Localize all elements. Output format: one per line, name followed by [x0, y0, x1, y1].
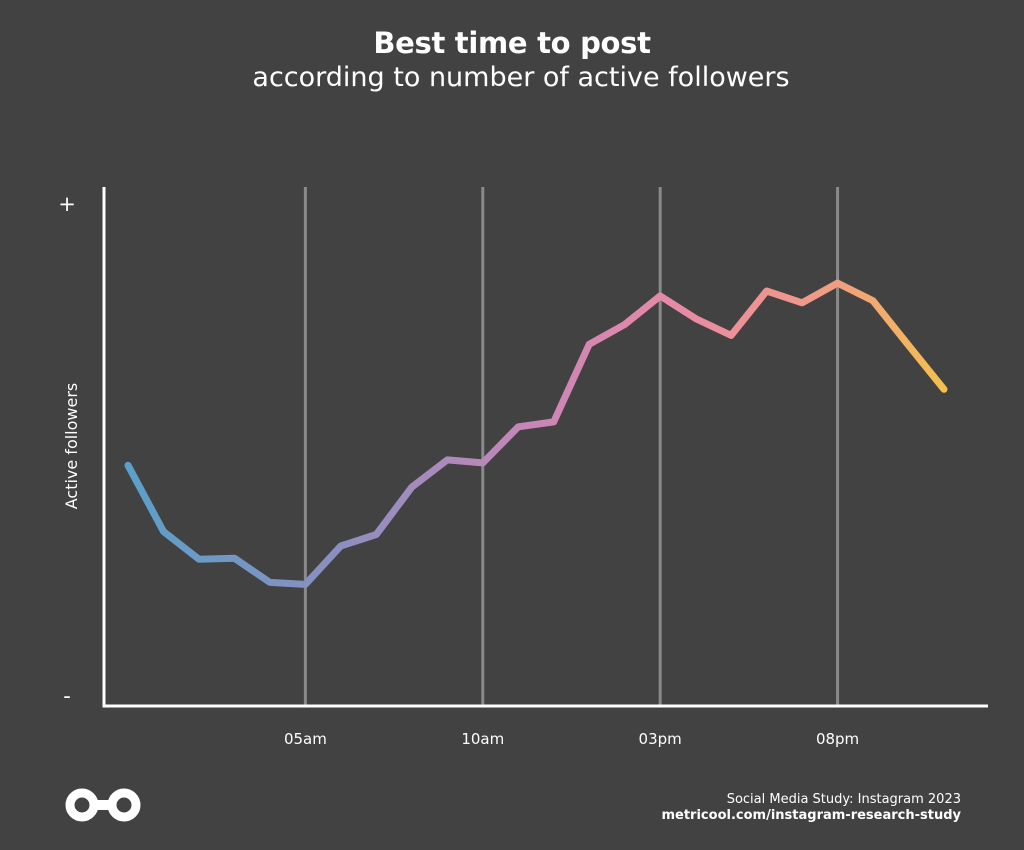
x-tick-label: 05am [284, 730, 327, 748]
x-tick-label: 03pm [639, 730, 682, 748]
x-tick-labels: 05am 10am 03pm 08pm [284, 730, 859, 748]
chart-title: Best time to post [373, 26, 651, 60]
footer-url[interactable]: metricool.com/instagram-research-study [661, 808, 961, 823]
chart-subtitle: according to number of active followers [252, 62, 790, 93]
x-tick-label: 08pm [816, 730, 859, 748]
y-tick-label-minus: - [63, 684, 71, 708]
x-tick-label: 10am [461, 730, 504, 748]
footer-study: Social Media Study: Instagram 2023 [726, 792, 961, 807]
gridlines [303, 187, 840, 706]
y-tick-label-plus: + [58, 192, 76, 216]
infinity-logo-icon [65, 788, 141, 822]
series-line [124, 279, 948, 588]
y-axis-label: Active followers [62, 383, 81, 510]
